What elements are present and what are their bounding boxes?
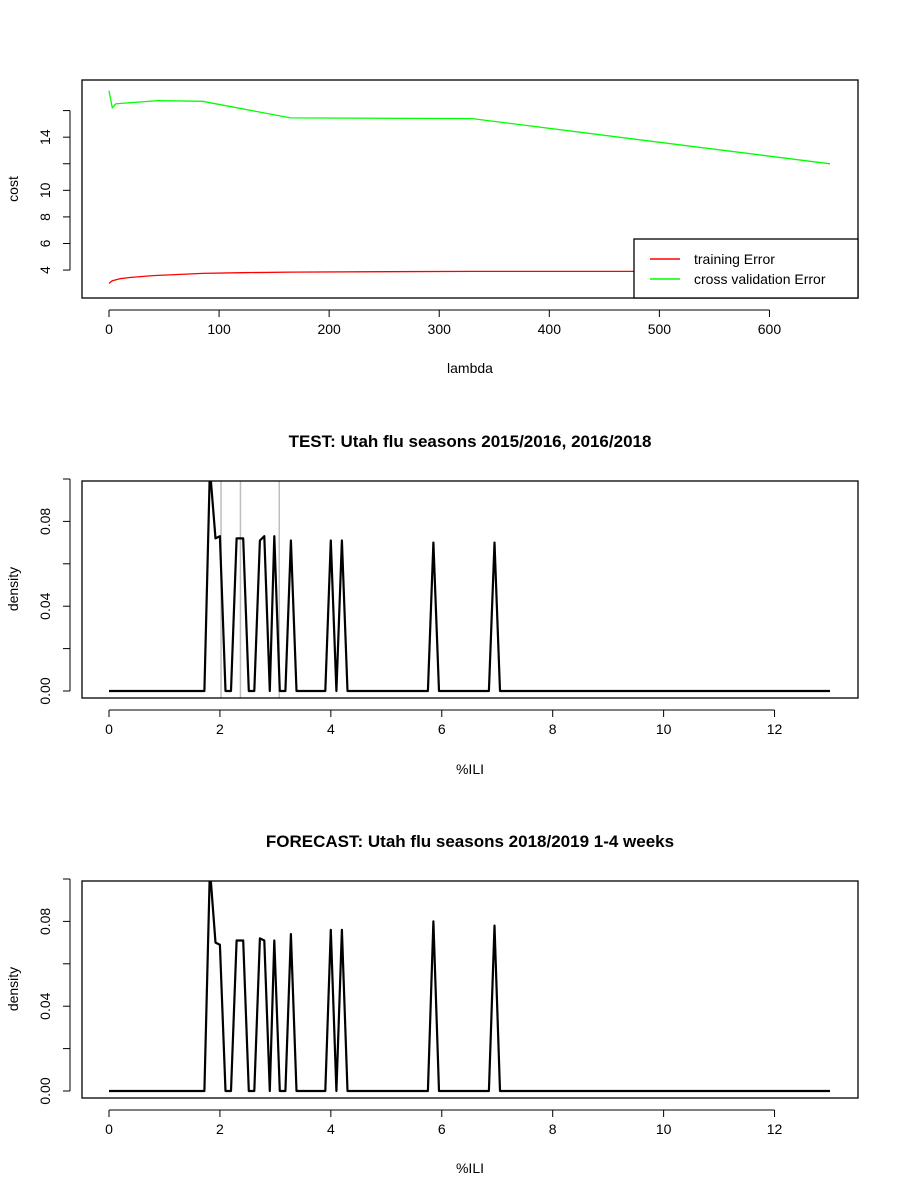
cv-error-line [108, 90, 831, 165]
chart-title: FORECAST: Utah flu seasons 2018/2019 1-4… [266, 832, 674, 851]
y-tick-label: 6 [37, 239, 53, 247]
chart-title: TEST: Utah flu seasons 2015/2016, 2016/2… [289, 432, 652, 451]
x-tick-label: 12 [767, 1121, 783, 1137]
density-line [109, 881, 830, 1093]
x-axis-title: lambda [447, 360, 493, 376]
y-axis-title: cost [5, 176, 21, 202]
test-density-chart: TEST: Utah flu seasons 2015/2016, 2016/2… [5, 432, 859, 777]
x-tick-label: 400 [538, 321, 562, 337]
plot-frame [81, 79, 859, 299]
plot-content [109, 881, 830, 1093]
training-error-line [108, 270, 830, 284]
y-tick-label: 0.04 [37, 592, 53, 619]
x-tick-label: 0 [105, 321, 113, 337]
y-tick-label: 4 [37, 266, 53, 274]
y-axis-title: density [5, 967, 21, 1011]
density-line [109, 481, 830, 693]
x-tick-label: 2 [216, 1121, 224, 1137]
x-tick-label: 0 [105, 721, 113, 737]
forecast-density-chart: FORECAST: Utah flu seasons 2018/2019 1-4… [5, 832, 859, 1176]
y-tick-label: 14 [37, 129, 53, 145]
plot-frame [81, 880, 859, 1099]
x-tick-label: 0 [105, 1121, 113, 1137]
y-tick-label: 0.04 [37, 992, 53, 1019]
plot-content [108, 90, 831, 284]
y-tick-label: 10 [37, 182, 53, 198]
y-tick-label: 0.00 [37, 677, 53, 704]
x-tick-label: 4 [327, 721, 335, 737]
y-axis-title: density [5, 567, 21, 611]
legend-label: cross validation Error [694, 271, 826, 287]
x-axis-title: %ILI [456, 761, 484, 777]
x-tick-label: 10 [656, 1121, 672, 1137]
x-tick-label: 6 [438, 721, 446, 737]
x-tick-label: 600 [758, 321, 782, 337]
x-tick-label: 12 [767, 721, 783, 737]
x-tick-label: 6 [438, 1121, 446, 1137]
x-tick-label: 100 [207, 321, 231, 337]
cost-vs-lambda-chart: lambda cost 0 100 200 300 400 500 600 4 6 8 10 14 tr… [5, 79, 859, 376]
x-tick-label: 4 [327, 1121, 335, 1137]
y-tick-label: 8 [37, 213, 53, 221]
legend-box [633, 238, 859, 299]
plot-content [109, 481, 830, 698]
x-tick-label: 2 [216, 721, 224, 737]
x-tick-label: 8 [549, 721, 557, 737]
x-axis-title: %ILI [456, 1160, 484, 1176]
y-tick-label: 0.08 [37, 908, 53, 935]
legend-label: training Error [694, 251, 775, 267]
x-tick-label: 8 [549, 1121, 557, 1137]
y-tick-label: 0.08 [37, 508, 53, 535]
x-tick-label: 300 [428, 321, 452, 337]
x-tick-label: 200 [317, 321, 341, 337]
y-tick-label: 0.00 [37, 1077, 53, 1104]
plot-frame [81, 480, 859, 699]
x-tick-label: 500 [648, 321, 672, 337]
x-tick-label: 10 [656, 721, 672, 737]
